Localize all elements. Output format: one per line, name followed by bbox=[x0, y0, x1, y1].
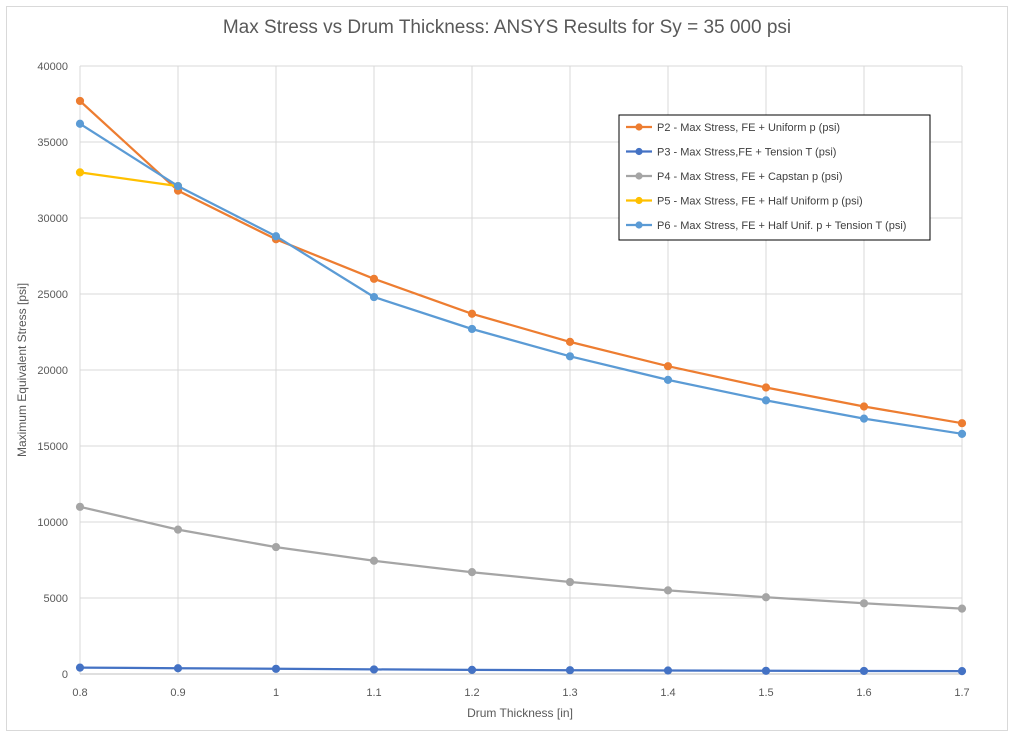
data-point bbox=[859, 402, 869, 411]
series-line bbox=[79, 100, 963, 425]
data-point bbox=[467, 665, 477, 674]
data-point bbox=[957, 604, 967, 613]
legend-items: P2 - Max Stress, FE + Uniform p (psi) P3 … bbox=[626, 122, 906, 232]
data-point bbox=[369, 274, 379, 283]
data-point bbox=[663, 666, 673, 675]
data-point bbox=[75, 663, 85, 672]
series-p4 bbox=[75, 502, 967, 613]
data-point bbox=[663, 586, 673, 595]
x-tick-label: 1 bbox=[273, 687, 279, 699]
x-tick-label: 1.2 bbox=[464, 687, 479, 699]
data-point bbox=[75, 96, 85, 106]
data-point bbox=[271, 664, 281, 673]
data-point bbox=[467, 309, 477, 318]
data-point bbox=[467, 568, 477, 577]
data-point bbox=[663, 362, 673, 371]
x-tick-label: 0.9 bbox=[170, 687, 185, 699]
data-point bbox=[859, 414, 869, 423]
y-axis-tick-labels: 0 5000 10000 15000 20000 25000 30000 35000 40000 bbox=[37, 61, 68, 681]
legend-swatch-marker bbox=[635, 172, 643, 180]
data-point bbox=[369, 665, 379, 674]
data-point bbox=[957, 667, 967, 676]
data-point bbox=[565, 352, 575, 361]
legend-item: P3 - Max Stress,FE + Tension T (psi) bbox=[626, 147, 836, 159]
y-tick-label: 35000 bbox=[37, 137, 68, 149]
legend-swatch-marker bbox=[635, 196, 643, 205]
x-tick-label: 1.6 bbox=[856, 687, 871, 699]
data-point bbox=[369, 556, 379, 565]
data-point bbox=[173, 664, 183, 673]
y-tick-label: 40000 bbox=[37, 61, 68, 73]
data-point bbox=[565, 577, 575, 587]
data-point bbox=[663, 375, 673, 384]
legend-label: P4 - Max Stress, FE + Capstan p (psi) bbox=[657, 171, 843, 183]
data-point bbox=[957, 419, 967, 428]
series-line bbox=[79, 171, 179, 188]
data-point bbox=[271, 232, 281, 241]
data-point bbox=[957, 429, 967, 438]
y-tick-label: 0 bbox=[62, 669, 68, 681]
legend-label: P3 - Max Stress,FE + Tension T (psi) bbox=[657, 147, 836, 159]
data-point bbox=[761, 396, 771, 405]
data-point bbox=[271, 542, 281, 552]
data-point bbox=[75, 168, 85, 177]
y-tick-label: 10000 bbox=[37, 517, 68, 529]
data-point bbox=[859, 599, 869, 608]
y-tick-label: 15000 bbox=[37, 441, 68, 453]
x-tick-label: 1.3 bbox=[562, 687, 577, 699]
legend-item: P4 - Max Stress, FE + Capstan p (psi) bbox=[626, 171, 843, 183]
y-tick-label: 25000 bbox=[37, 289, 68, 301]
data-point bbox=[859, 666, 869, 676]
y-tick-label: 20000 bbox=[37, 365, 68, 377]
chart-title: Max Stress vs Drum Thickness: ANSYS Resu… bbox=[223, 17, 791, 38]
legend-label: P2 - Max Stress, FE + Uniform p (psi) bbox=[657, 122, 840, 134]
legend-label: P5 - Max Stress, FE + Half Uniform p (ps… bbox=[657, 196, 863, 208]
series-p3 bbox=[75, 663, 967, 676]
legend-swatch-marker bbox=[635, 221, 643, 229]
series-line bbox=[79, 505, 963, 610]
legend-swatch-marker bbox=[635, 147, 643, 156]
data-point bbox=[565, 337, 575, 346]
series-line bbox=[79, 122, 963, 435]
x-tick-label: 1.1 bbox=[366, 687, 381, 699]
legend: P2 - Max Stress, FE + Uniform p (psi) P3 … bbox=[618, 114, 931, 241]
series-plot-area bbox=[75, 96, 967, 676]
x-tick-label: 1.5 bbox=[758, 687, 773, 699]
data-point bbox=[173, 525, 183, 534]
legend-item: P6 - Max Stress, FE + Half Unif. p + Ten… bbox=[626, 220, 906, 232]
y-axis-title: Maximum Equivalent Stress [psi] bbox=[15, 283, 29, 457]
x-tick-label: 1.4 bbox=[660, 687, 675, 699]
x-axis-tick-labels: 0.8 0.9 1 1.1 1.2 1.3 1.4 1.5 1.6 1.7 bbox=[72, 687, 969, 699]
legend-swatch-marker bbox=[635, 123, 643, 131]
series-line bbox=[79, 666, 963, 673]
legend-item: P5 - Max Stress, FE + Half Uniform p (ps… bbox=[626, 196, 863, 208]
y-tick-label: 30000 bbox=[37, 213, 68, 225]
y-tick-label: 5000 bbox=[44, 593, 68, 605]
x-axis-title: Drum Thickness [in] bbox=[467, 706, 573, 720]
data-point bbox=[369, 292, 379, 302]
data-point bbox=[565, 666, 575, 675]
data-point bbox=[761, 593, 771, 602]
data-point bbox=[173, 181, 183, 191]
data-point bbox=[75, 119, 85, 128]
data-point bbox=[761, 383, 771, 392]
x-tick-label: 0.8 bbox=[72, 687, 87, 699]
legend-label: P6 - Max Stress, FE + Half Unif. p + Ten… bbox=[657, 220, 906, 232]
data-point bbox=[761, 666, 771, 675]
legend-item: P2 - Max Stress, FE + Uniform p (psi) bbox=[626, 122, 840, 134]
legend-box bbox=[618, 114, 931, 241]
series-p6 bbox=[75, 119, 967, 438]
data-point bbox=[75, 502, 85, 511]
x-tick-label: 1.7 bbox=[954, 687, 969, 699]
data-point bbox=[467, 324, 477, 334]
